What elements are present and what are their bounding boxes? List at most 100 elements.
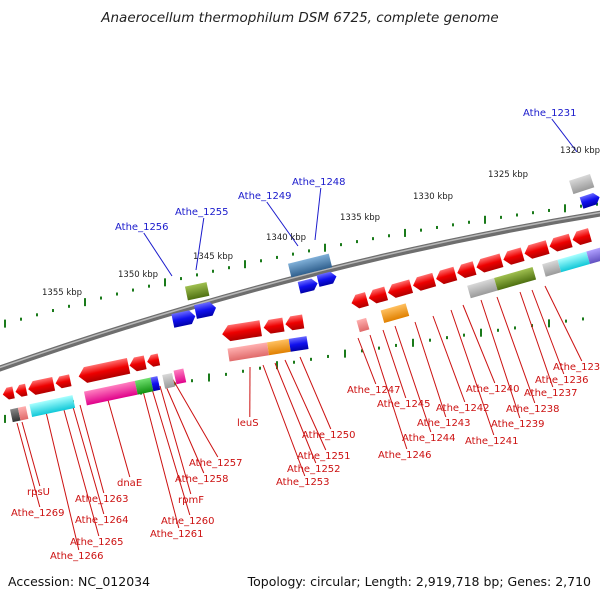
reverse-gene-label[interactable]: Athe_1251	[297, 451, 351, 462]
scale-major-tick	[208, 373, 210, 382]
reverse-gene-label[interactable]: Athe_1236	[535, 375, 589, 386]
gene-reverse-arrow[interactable]	[2, 386, 15, 400]
reverse-gene-label[interactable]: Athe_1252	[287, 464, 341, 475]
gene-domain-bar[interactable]	[380, 303, 410, 324]
scale-minor-tick	[340, 243, 342, 247]
gene-athe-1231-arrow[interactable]	[579, 191, 600, 209]
gene-domain-bar[interactable]	[10, 407, 21, 423]
reverse-gene-label[interactable]: Athe_1261	[150, 529, 204, 540]
label-leader-line	[45, 411, 80, 551]
gene-reverse-arrow[interactable]	[548, 233, 573, 254]
forward-gene-label[interactable]: Athe_1255	[175, 207, 229, 218]
gene-reverse-arrow[interactable]	[386, 279, 414, 299]
gene-reverse-arrow[interactable]	[523, 240, 550, 260]
gene-reverse-arrow[interactable]	[284, 314, 305, 332]
reverse-gene-label[interactable]: Athe_1242	[436, 403, 490, 414]
scale-minor-tick	[276, 255, 278, 259]
reverse-gene-label[interactable]: Athe_1264	[75, 515, 129, 526]
reverse-gene-label[interactable]: Athe_1263	[75, 494, 129, 505]
gene-reverse-arrow[interactable]	[411, 272, 437, 293]
scale-minor-tick	[446, 336, 448, 340]
label-leader-line	[274, 362, 317, 464]
label-leader-line	[72, 406, 105, 515]
reverse-gene-label[interactable]: rpmF	[178, 495, 204, 506]
reverse-gene-label[interactable]: Athe_1247	[347, 385, 401, 396]
gene-athe-1231-box[interactable]	[569, 173, 595, 195]
forward-gene-label[interactable]: Athe_1256	[115, 222, 169, 233]
gene-reverse-arrow[interactable]	[455, 261, 477, 279]
gene-reverse-arrow[interactable]	[367, 286, 389, 305]
scale-major-tick	[276, 361, 278, 370]
gene-athe-1248-box[interactable]	[287, 253, 333, 278]
reverse-gene-label[interactable]: rpsU	[27, 487, 50, 498]
reverse-gene-label[interactable]: Athe_1266	[50, 551, 104, 562]
gene-reverse-arrow[interactable]	[14, 383, 28, 398]
scale-minor-tick	[308, 249, 310, 253]
gene-dnae-arrow[interactable]	[77, 358, 131, 384]
gene-domain-bar[interactable]	[494, 266, 537, 291]
gene-domain-bar[interactable]	[17, 406, 29, 421]
reverse-gene-label[interactable]: Athe_1260	[161, 516, 215, 527]
gene-domain-bar[interactable]	[83, 380, 138, 406]
gene-reverse-arrow[interactable]	[434, 266, 458, 286]
scale-label: 1330 kbp	[413, 192, 453, 202]
gene-domain-bar[interactable]	[557, 251, 590, 273]
scale-major-tick	[244, 260, 246, 269]
reverse-gene-label[interactable]: Athe_1257	[189, 458, 243, 469]
reverse-gene-label[interactable]: Athe_1243	[417, 418, 471, 429]
gene-reverse-arrow[interactable]	[501, 247, 525, 266]
reverse-gene-label[interactable]: Athe_1244	[402, 433, 456, 444]
gene-reverse-arrow[interactable]	[54, 374, 72, 389]
gene-domain-bar[interactable]	[29, 395, 76, 418]
gene-domain-bar[interactable]	[162, 372, 175, 389]
reverse-gene-label[interactable]: Athe_1269	[11, 508, 65, 519]
reverse-gene-label[interactable]: Athe_1235	[553, 362, 600, 373]
gene-domain-bar[interactable]	[227, 342, 270, 362]
scale-label: 1320 kbp	[560, 146, 600, 156]
gene-domain-bar[interactable]	[266, 338, 291, 356]
gene-reverse-arrow[interactable]	[475, 253, 504, 275]
reverse-gene-label[interactable]: Athe_1238	[506, 404, 560, 415]
reverse-gene-label[interactable]: Athe_1237	[524, 388, 578, 399]
reverse-gene-label[interactable]: Athe_1265	[70, 537, 124, 548]
gene-reverse-arrow[interactable]	[128, 355, 147, 372]
label-leader-line	[414, 321, 447, 418]
scale-minor-tick	[292, 252, 294, 256]
gene-leus-arrow[interactable]	[221, 320, 262, 342]
gene-reverse-arrow[interactable]	[263, 317, 285, 335]
reverse-gene-label[interactable]: Athe_1250	[302, 430, 356, 441]
scale-major-tick	[164, 278, 166, 287]
label-leader-line	[314, 187, 322, 241]
gene-domain-bar[interactable]	[467, 277, 498, 299]
reverse-gene-label[interactable]: Athe_1239	[491, 419, 545, 430]
gene-rpsu-arrow[interactable]	[27, 376, 56, 396]
reverse-gene-label[interactable]: Athe_1245	[377, 399, 431, 410]
reverse-gene-label[interactable]: Athe_1246	[378, 450, 432, 461]
reverse-gene-label[interactable]: Athe_1240	[466, 384, 520, 395]
reverse-gene-label[interactable]: Athe_1258	[175, 474, 229, 485]
gene-reverse-arrow[interactable]	[146, 353, 161, 368]
reverse-gene-label[interactable]: Athe_1253	[276, 477, 330, 488]
forward-gene-label[interactable]: Athe_1248	[292, 177, 346, 188]
gene-domain-bar[interactable]	[586, 246, 600, 265]
gene-domain-bar[interactable]	[173, 368, 187, 385]
forward-gene-label[interactable]: Athe_1231	[523, 108, 577, 119]
gene-athe-1249-arrow[interactable]	[316, 271, 338, 287]
gene-athe-1256-arrow[interactable]	[171, 309, 196, 328]
reverse-gene-label[interactable]: Athe_1241	[465, 436, 519, 447]
scale-minor-tick	[372, 237, 374, 241]
gene-domain-bar[interactable]	[134, 377, 154, 395]
reverse-gene-label[interactable]: leuS	[237, 418, 259, 429]
gene-domain-bar[interactable]	[356, 317, 370, 333]
gene-reverse-arrow[interactable]	[350, 292, 369, 310]
gene-domain-bar[interactable]	[150, 376, 161, 392]
forward-gene-label[interactable]: Athe_1249	[238, 191, 292, 202]
gene-athe-1255-arrow[interactable]	[194, 301, 217, 319]
gene-domain-bar[interactable]	[288, 336, 309, 352]
gene-reverse-arrow[interactable]	[571, 228, 592, 246]
gene-athe-1255-box[interactable]	[184, 282, 210, 301]
reverse-gene-label[interactable]: dnaE	[117, 478, 142, 489]
gene-athe-1248-arrow[interactable]	[297, 277, 319, 294]
gene-domain-bar[interactable]	[542, 259, 562, 277]
